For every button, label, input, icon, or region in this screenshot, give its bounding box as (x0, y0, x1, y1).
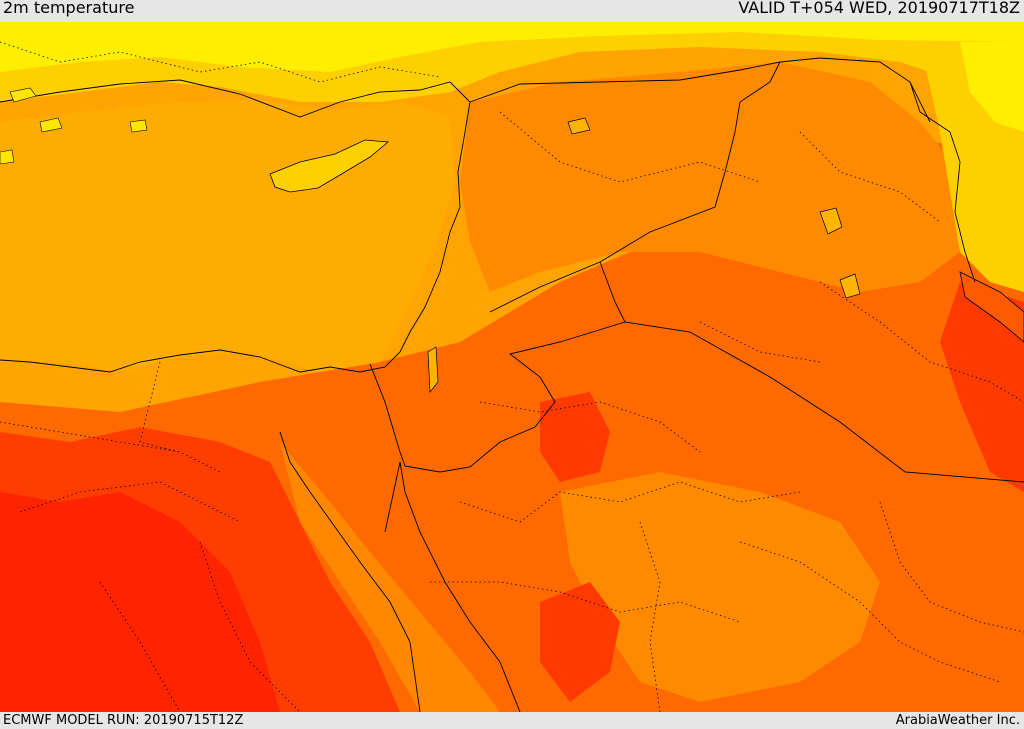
internal-boundaries (0, 41, 1024, 712)
temperature-zone-red-patch-3 (940, 282, 1024, 492)
border-syria-iraq (489, 61, 781, 313)
temperature-map (0, 22, 1024, 712)
persian-gulf (959, 271, 1024, 343)
border-iraq-iran (909, 81, 976, 283)
coastline-red-sea-west (279, 431, 421, 712)
border-syria-turkey (469, 57, 931, 123)
coastline-red-sea-east (384, 461, 521, 712)
temperature-zone-turkey-cool (0, 22, 1024, 72)
model-run: ECMWF MODEL RUN: 20190715T12Z (3, 713, 244, 728)
lake-syria (567, 117, 591, 135)
border-jordan-iraq-saudi (404, 261, 626, 473)
temperature-zone-iran-cool (960, 42, 1024, 132)
temperature-zone-red-patch-2 (540, 582, 620, 702)
map-canvas (0, 22, 1024, 712)
aegean-islands (0, 87, 148, 165)
border-iraq-saudi (624, 321, 1024, 483)
cyprus-outline (269, 139, 390, 193)
lake-iraq-2 (839, 273, 861, 299)
credit: ArabiaWeather Inc. (895, 713, 1020, 728)
temperature-zone-arabia-center (560, 472, 880, 702)
temperature-zone-red-sea (280, 442, 500, 712)
map-footer: ECMWF MODEL RUN: 20190715T12Z ArabiaWeat… (0, 712, 1024, 729)
dead-sea (427, 346, 439, 393)
map-header: 2m temperature VALID T+054 WED, 20190717… (0, 0, 1024, 22)
temperature-zone-extreme-west (0, 492, 280, 712)
lake-iraq-1 (819, 207, 843, 235)
border-egypt-israel (369, 363, 406, 467)
valid-time: VALID T+054 WED, 20190717T18Z (738, 0, 1020, 17)
map-title: 2m temperature (3, 0, 135, 17)
coastline (0, 79, 471, 373)
mediterranean-sea (0, 100, 455, 372)
temperature-zone-red-patch-1 (540, 392, 610, 482)
